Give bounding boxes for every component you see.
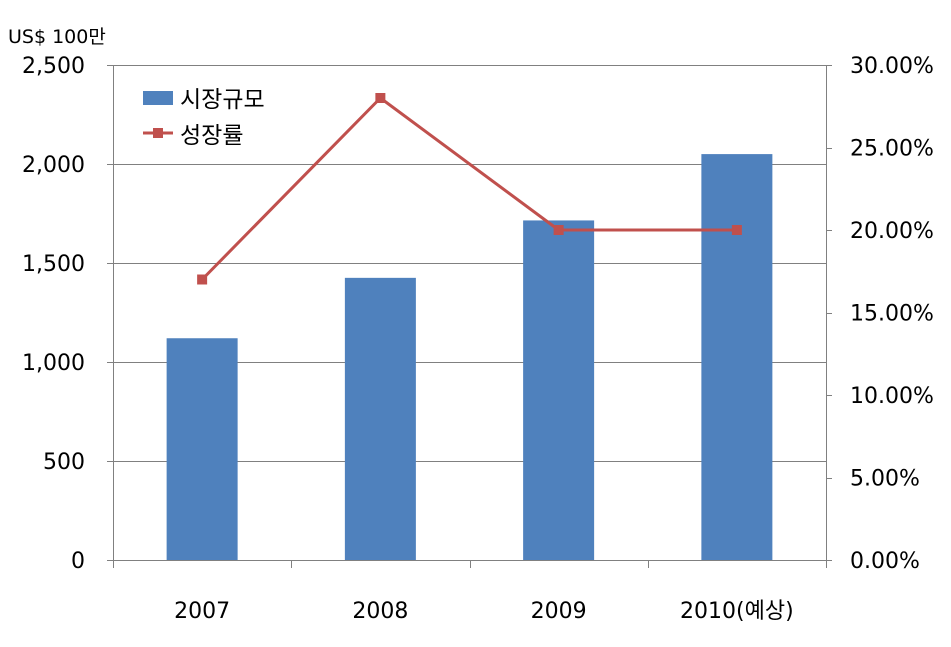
- right-tick-label-0: 0.00%: [850, 549, 920, 574]
- left-tick-label-2: 1,000: [22, 351, 85, 376]
- growth-line: [197, 93, 742, 285]
- right-tick-label-4: 20.00%: [850, 219, 934, 244]
- category-label-3: 2010(예상): [680, 599, 794, 624]
- bars: [166, 154, 773, 560]
- right-tick-label-6: 30.00%: [850, 54, 934, 79]
- left-tick-label-1: 500: [43, 450, 85, 475]
- left-tick-label-3: 1,500: [22, 252, 85, 277]
- unit-label: US$ 100만: [8, 26, 106, 48]
- legend-bar-label: 시장규모: [180, 87, 265, 113]
- growth-line-path: [201, 96, 737, 281]
- legend-line-marker: [153, 128, 163, 138]
- right-tick-label-3: 15.00%: [850, 302, 934, 327]
- left-tick-label-4: 2,000: [22, 153, 85, 178]
- left-tick-label-0: 0: [71, 549, 85, 574]
- right-tick-label-1: 5.00%: [850, 467, 920, 492]
- category-label-0: 2007: [174, 599, 230, 624]
- legend-line-label: 성장률: [180, 123, 243, 149]
- growth-point-0: [197, 274, 208, 285]
- bar-0: [166, 338, 238, 560]
- category-label-1: 2008: [352, 599, 408, 624]
- tick-labels: 0 500 1,000 1,500 2,000 2,500 0.00% 5.00% 10.00%…: [22, 54, 934, 624]
- growth-point-3: [731, 225, 742, 235]
- legend: 시장규모 성장률: [143, 87, 265, 149]
- right-tick-label-2: 10.00%: [850, 384, 934, 409]
- left-tick-label-5: 2,500: [22, 54, 85, 79]
- bar-3: [701, 154, 773, 560]
- right-tick-label-5: 25.00%: [850, 137, 934, 162]
- category-label-2: 2009: [531, 599, 587, 624]
- bar-2: [523, 220, 595, 560]
- growth-point-2: [553, 225, 564, 235]
- legend-bar-swatch: [143, 91, 173, 105]
- bar-1: [344, 277, 416, 560]
- axes: [107, 65, 832, 568]
- growth-point-1: [375, 93, 386, 103]
